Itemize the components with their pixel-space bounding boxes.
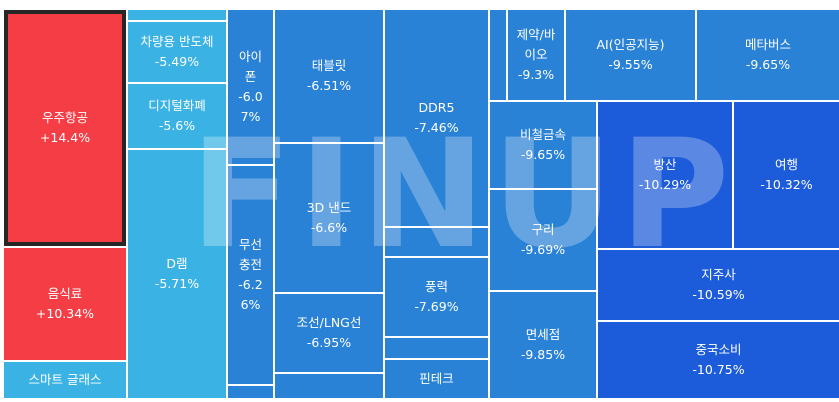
sector-tile[interactable]: DDR5 -7.46% bbox=[385, 10, 490, 228]
sector-tile[interactable]: 핀테크 bbox=[385, 360, 490, 400]
sector-tile[interactable]: 조선/LNG선 -6.95% bbox=[275, 294, 385, 374]
sector-name: 디지털화폐 bbox=[148, 98, 206, 113]
sector-change: -7.46% bbox=[414, 120, 459, 135]
sector-name: 음식료 bbox=[47, 286, 83, 301]
sector-tile[interactable]: 방산 -10.29% bbox=[598, 102, 734, 250]
sector-name: 제약/바 이오 bbox=[516, 27, 556, 62]
sector-name: 비철금속 bbox=[519, 127, 566, 142]
sector-name: 스마트 글래스 bbox=[28, 372, 102, 387]
sector-change: -5.6% bbox=[158, 118, 196, 133]
sector-tile[interactable]: 차량용 반도체 -5.49% bbox=[128, 22, 228, 84]
sector-change: -6.95% bbox=[306, 335, 352, 350]
sector-tile[interactable]: 태블릿 -6.51% bbox=[275, 10, 385, 144]
sector-change: -9.65% bbox=[520, 147, 566, 162]
sector-name: 아이 폰 bbox=[238, 49, 262, 84]
sector-change: -10.75% bbox=[692, 362, 745, 377]
sector-tile[interactable]: 면세점 -9.85% bbox=[490, 292, 598, 400]
sector-name: 방산 bbox=[653, 157, 677, 172]
sector-name: 풍력 bbox=[424, 279, 448, 294]
sector-tile[interactable]: 중국소비 -10.75% bbox=[598, 322, 839, 400]
sector-tile[interactable] bbox=[275, 374, 385, 400]
sector-change: -10.29% bbox=[638, 177, 692, 192]
sector-change: -9.3% bbox=[517, 67, 555, 82]
sector-tile[interactable]: 풍력 -7.69% bbox=[385, 258, 490, 338]
sector-change: -10.59% bbox=[692, 287, 745, 302]
sector-tile[interactable] bbox=[228, 386, 275, 400]
sector-name: 면세점 bbox=[525, 327, 561, 342]
sector-tile[interactable]: 아이 폰 -6.0 7% bbox=[228, 10, 275, 166]
sector-tile[interactable]: 스마트 글래스 bbox=[4, 362, 128, 400]
sector-tile[interactable]: 우주항공 +14.4% bbox=[4, 10, 128, 248]
sector-tile[interactable]: 디지털화폐 -5.6% bbox=[128, 84, 228, 150]
sector-name: 지주사 bbox=[701, 267, 736, 282]
sector-tile[interactable]: AI(인공지능) -9.55% bbox=[566, 10, 697, 102]
sector-change: -6.2 6% bbox=[238, 277, 263, 312]
sector-name: 핀테크 bbox=[419, 371, 454, 386]
sector-name: 구리 bbox=[531, 222, 555, 237]
sector-name: DDR5 bbox=[418, 100, 455, 115]
sector-change: -9.55% bbox=[608, 57, 653, 72]
sector-tile[interactable]: 지주사 -10.59% bbox=[598, 250, 839, 322]
sector-tile[interactable] bbox=[385, 228, 490, 258]
sector-name: D램 bbox=[166, 256, 188, 271]
sector-name: AI(인공지능) bbox=[596, 37, 665, 52]
sector-name: 무선 충전 bbox=[238, 237, 262, 272]
sector-change: -9.65% bbox=[745, 57, 791, 72]
sector-name: 메타버스 bbox=[744, 37, 791, 52]
sector-tile[interactable] bbox=[490, 10, 508, 102]
sector-tile[interactable] bbox=[128, 10, 228, 22]
sector-name: 조선/LNG선 bbox=[296, 315, 362, 330]
sector-tile[interactable]: 비철금속 -9.65% bbox=[490, 102, 598, 190]
sector-tile[interactable]: 음식료 +10.34% bbox=[4, 248, 128, 362]
sector-change: -7.69% bbox=[414, 299, 459, 314]
sector-tile[interactable]: 제약/바 이오 -9.3% bbox=[508, 10, 566, 102]
sector-name: 차량용 반도체 bbox=[140, 34, 214, 49]
sector-change: -9.69% bbox=[520, 242, 566, 257]
sector-tile[interactable]: D램 -5.71% bbox=[128, 150, 228, 400]
sector-tile[interactable]: 구리 -9.69% bbox=[490, 190, 598, 292]
sector-tile[interactable]: 여행 -10.32% bbox=[734, 102, 839, 250]
sector-change: -6.0 7% bbox=[238, 89, 263, 124]
sector-name: 3D 낸드 bbox=[306, 200, 352, 215]
sector-tile[interactable]: 무선 충전 -6.2 6% bbox=[228, 166, 275, 386]
sector-change: -9.85% bbox=[520, 347, 566, 362]
sector-change: -10.32% bbox=[760, 177, 813, 192]
sector-change: -5.49% bbox=[154, 54, 200, 69]
sector-name: 우주항공 bbox=[41, 110, 88, 125]
sector-name: 태블릿 bbox=[311, 58, 347, 73]
sector-change: -6.6% bbox=[310, 220, 348, 235]
sector-tile[interactable]: 메타버스 -9.65% bbox=[697, 10, 839, 102]
sector-change: -6.51% bbox=[306, 78, 352, 93]
sector-change: -5.71% bbox=[154, 276, 200, 291]
sector-tile[interactable] bbox=[385, 338, 490, 360]
sector-tile[interactable]: 3D 낸드 -6.6% bbox=[275, 144, 385, 294]
sector-change: +14.4% bbox=[39, 130, 91, 145]
sector-name: 중국소비 bbox=[695, 342, 742, 357]
sector-name: 여행 bbox=[774, 157, 798, 172]
sector-change: +10.34% bbox=[35, 306, 95, 321]
